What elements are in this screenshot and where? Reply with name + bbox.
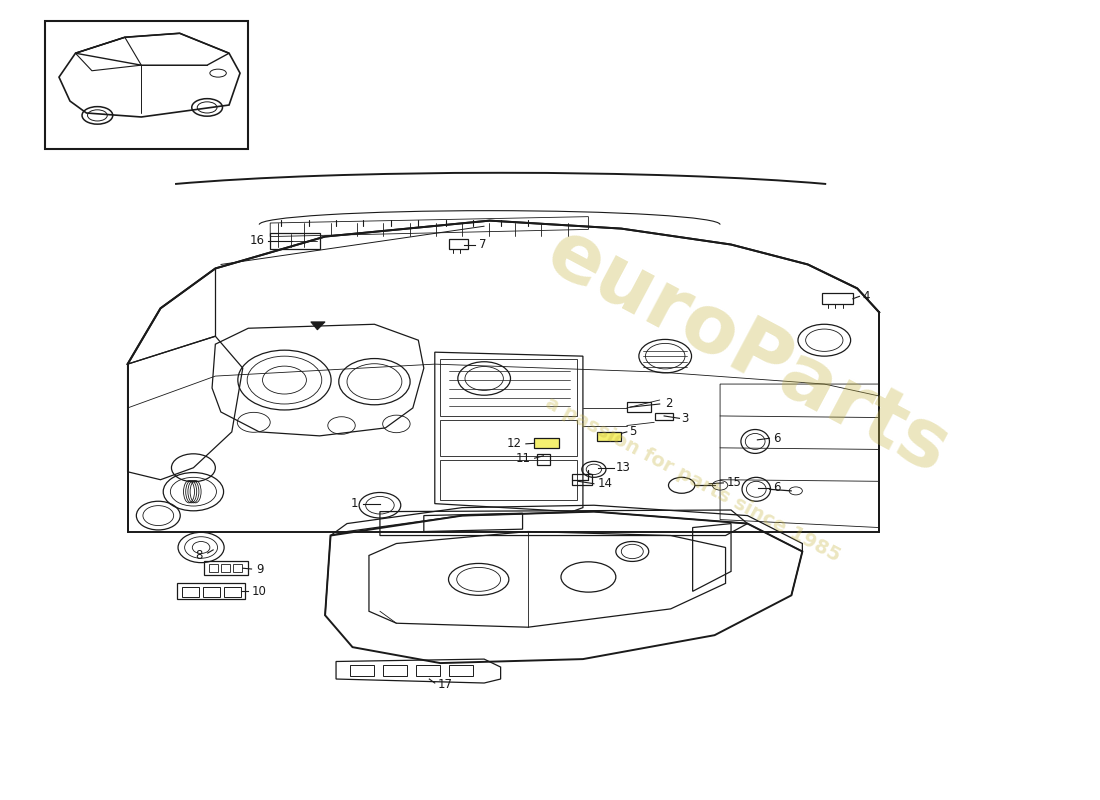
Bar <box>183 586 199 597</box>
Text: 2: 2 <box>666 398 673 410</box>
Text: 11: 11 <box>515 453 530 466</box>
Text: 7: 7 <box>478 238 486 251</box>
Bar <box>449 665 473 676</box>
Text: euroParts: euroParts <box>532 214 962 491</box>
Text: 4: 4 <box>862 290 870 303</box>
Text: 10: 10 <box>252 585 266 598</box>
Bar <box>440 358 578 416</box>
Text: 8: 8 <box>195 549 202 562</box>
Bar <box>45 22 249 149</box>
Text: 15: 15 <box>727 477 741 490</box>
Text: 6: 6 <box>772 481 780 494</box>
Bar <box>572 474 592 485</box>
Text: 14: 14 <box>597 478 613 490</box>
Bar <box>416 665 440 676</box>
Text: 9: 9 <box>256 562 263 575</box>
Text: 3: 3 <box>682 412 689 425</box>
Text: 12: 12 <box>506 438 521 450</box>
Text: 6: 6 <box>772 432 780 445</box>
Text: 17: 17 <box>438 678 453 691</box>
Bar <box>209 564 218 572</box>
Bar <box>350 665 374 676</box>
Polygon shape <box>597 432 622 442</box>
Polygon shape <box>534 438 559 448</box>
Text: 1: 1 <box>351 497 358 510</box>
Text: 16: 16 <box>250 234 265 247</box>
Bar <box>440 460 578 500</box>
Bar <box>440 420 578 456</box>
Text: a passion for parts since 1985: a passion for parts since 1985 <box>542 394 844 566</box>
Text: 5: 5 <box>629 426 637 438</box>
Bar <box>383 665 407 676</box>
Bar <box>224 586 241 597</box>
Bar <box>233 564 242 572</box>
Bar <box>204 586 220 597</box>
Polygon shape <box>311 322 326 330</box>
Text: 13: 13 <box>616 462 630 474</box>
Bar <box>221 564 230 572</box>
